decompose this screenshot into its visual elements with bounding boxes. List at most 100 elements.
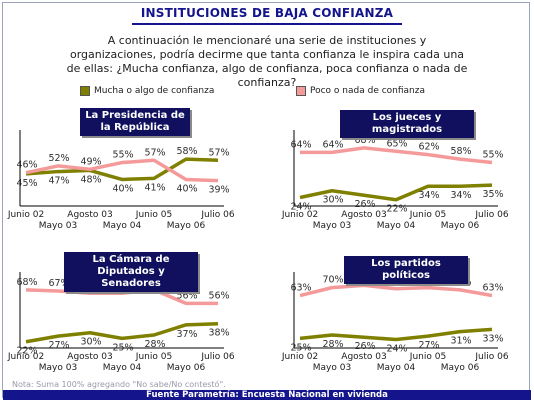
data-label-low: 67% xyxy=(48,278,69,289)
data-label-low: 64% xyxy=(290,139,311,150)
x-tick-label: Mayo 04 xyxy=(377,363,416,373)
x-tick-label: Mayo 03 xyxy=(313,221,351,231)
series-line-high xyxy=(299,327,493,342)
legend-high-swatch xyxy=(80,86,90,96)
data-label-low: 58% xyxy=(450,146,471,157)
data-label-high: 41% xyxy=(144,182,165,193)
data-label-high: 45% xyxy=(16,178,37,189)
data-label-high: 24% xyxy=(386,343,407,354)
data-label-high: 40% xyxy=(112,183,133,194)
x-tick-label: Junio 02 xyxy=(7,210,44,220)
legend-low: Poco o nada de confianza xyxy=(296,84,425,98)
x-tick-label: Junio 05 xyxy=(135,210,172,220)
x-tick-label: Julio 06 xyxy=(474,210,508,220)
chart-jueces: 24% 30% 26% 22% 34% 34% 35% 64% 64% 68% 65% 62% 58% 5… xyxy=(281,130,509,231)
legend-low-label: Poco o nada de confianza xyxy=(310,86,426,96)
chart-title: Los jueces y magistrados xyxy=(340,110,474,138)
data-label-low: 56% xyxy=(208,290,229,301)
data-label-low: 40% xyxy=(176,183,197,194)
title-underline xyxy=(132,23,402,25)
x-tick-label: Junio 05 xyxy=(409,352,446,362)
series-line-low xyxy=(300,146,493,165)
data-label-high: 26% xyxy=(354,341,375,352)
series-line-low xyxy=(25,288,218,306)
data-label-high: 37% xyxy=(176,329,197,340)
intro-text: A continuación le mencionaré una serie d… xyxy=(66,34,468,89)
data-label-low: 52% xyxy=(48,153,69,164)
data-label-low: 68% xyxy=(354,135,375,146)
data-label-high: 26% xyxy=(354,199,375,210)
x-tick-label: Agosto 03 xyxy=(67,210,112,220)
chart-title: La Cámara de Diputados y Senadores xyxy=(64,252,198,292)
data-label-low: 49% xyxy=(80,156,101,167)
x-tick-label: Agosto 03 xyxy=(341,352,386,362)
series-line-high xyxy=(25,321,219,344)
data-label-high: 33% xyxy=(482,333,503,344)
data-label-high: 25% xyxy=(112,342,133,353)
panel-presidencia: 45% 47% 48% 40% 41% 58% 57% 46% 52% 49% 55% 57% 40% 3… xyxy=(7,104,248,232)
data-label-high: 22% xyxy=(16,346,37,357)
data-label-low: 39% xyxy=(208,185,229,196)
data-label-high: 35% xyxy=(482,189,503,200)
data-label-high: 25% xyxy=(290,342,311,353)
data-label-low: 62% xyxy=(418,142,439,153)
data-label-low: 55% xyxy=(482,150,503,161)
data-label-low: 64% xyxy=(322,139,343,150)
data-label-low: 68% xyxy=(16,277,37,288)
chart-presidencia: 45% 47% 48% 40% 41% 58% 57% 46% 52% 49% 55% 57% 40% 3… xyxy=(7,130,235,231)
data-label-high: 38% xyxy=(208,328,229,339)
x-tick-label: Mayo 03 xyxy=(39,363,77,373)
x-tick-label: Julio 06 xyxy=(200,210,234,220)
data-label-low: 57% xyxy=(144,147,165,158)
x-tick-label: Junio 05 xyxy=(409,210,446,220)
x-tick-label: Junio 05 xyxy=(135,352,172,362)
data-label-high: 28% xyxy=(322,339,343,350)
data-label-high: 58% xyxy=(176,146,197,157)
x-tick-label: Mayo 06 xyxy=(441,363,480,373)
x-tick-label: Mayo 04 xyxy=(103,221,142,231)
x-tick-label: Junio 02 xyxy=(7,352,44,362)
x-tick-label: Junio 02 xyxy=(281,210,318,220)
data-label-high: 34% xyxy=(450,190,471,201)
data-label-low: 63% xyxy=(290,283,311,294)
data-label-low: 55% xyxy=(112,150,133,161)
panel-jueces: 24% 30% 26% 22% 34% 34% 35% 64% 64% 68% 65% 62% 58% 5… xyxy=(281,104,522,232)
data-label-high: 27% xyxy=(418,340,439,351)
x-tick-label: Mayo 06 xyxy=(167,363,206,373)
panel-camara: 22%27%30%25%28%37%38%68%67%65%65%68%56%5… xyxy=(7,246,248,374)
page-title: INSTITUCIONES DE BAJA CONFIANZA xyxy=(140,6,394,20)
data-label-high: 48% xyxy=(80,174,101,185)
data-label-high: 22% xyxy=(386,204,407,215)
data-label-high: 30% xyxy=(322,195,343,206)
data-label-low: 65% xyxy=(386,138,407,149)
chart-partidos: 25%28%26%24%27%31%33%63%70%72%69%70%68%6… xyxy=(281,272,509,373)
source-bar: Fuente Parametría: Encuesta Nacional en … xyxy=(3,390,531,400)
x-tick-label: Agosto 03 xyxy=(67,352,112,362)
chart-title: Los partidos políticos xyxy=(344,256,468,284)
x-tick-label: Julio 06 xyxy=(474,352,508,362)
x-tick-label: Mayo 04 xyxy=(103,363,142,373)
data-label-high: 47% xyxy=(48,176,69,187)
series-line-low xyxy=(25,158,219,183)
x-tick-label: Mayo 06 xyxy=(441,221,480,231)
data-label-high: 57% xyxy=(208,147,229,158)
x-tick-label: Agosto 03 xyxy=(341,210,386,220)
x-tick-label: Junio 02 xyxy=(281,352,318,362)
data-label-high: 31% xyxy=(450,336,471,347)
x-tick-label: Mayo 03 xyxy=(39,221,77,231)
series-line-low xyxy=(299,283,493,298)
legend-high-label: Mucha o algo de confianza xyxy=(94,86,215,96)
data-label-high: 30% xyxy=(80,337,101,348)
legend-high: Mucha o algo de confianza xyxy=(80,84,214,98)
x-tick-label: Mayo 04 xyxy=(377,221,416,231)
data-label-low: 70% xyxy=(322,275,343,286)
data-label-low: 63% xyxy=(482,283,503,294)
x-tick-label: Julio 06 xyxy=(200,352,234,362)
series-line-high xyxy=(25,157,219,182)
data-label-high: 27% xyxy=(48,340,69,351)
x-tick-label: Mayo 03 xyxy=(313,363,351,373)
data-label-high: 24% xyxy=(290,201,311,212)
chart-title: La Presidencia de la República xyxy=(80,108,190,136)
legend-low-swatch xyxy=(296,86,306,96)
